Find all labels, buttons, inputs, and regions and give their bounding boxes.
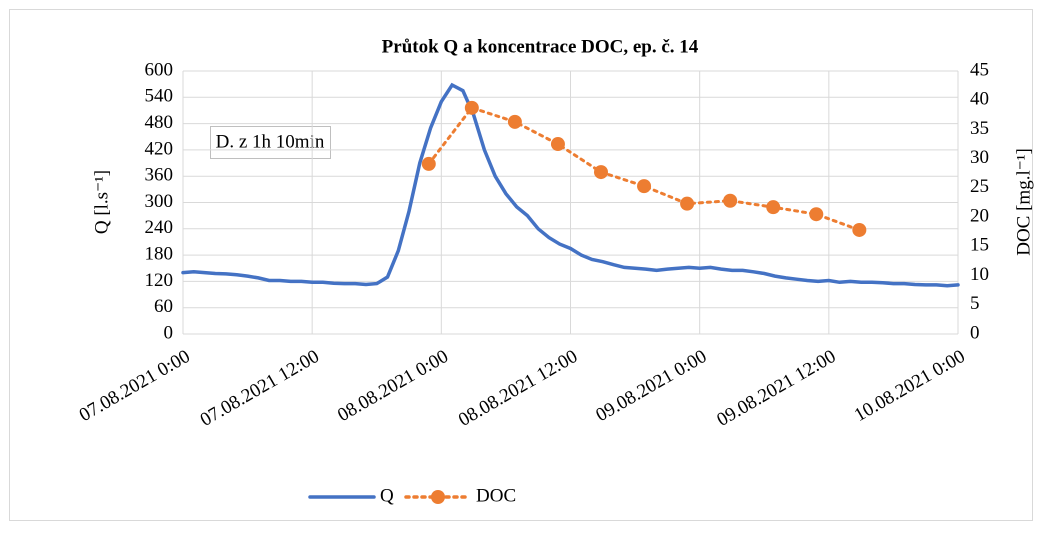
y2-tick-label: 15 [970, 235, 989, 256]
y-tick-label: 0 [164, 322, 174, 343]
y-axis-label: Q [l.s⁻¹] [91, 170, 112, 234]
legend-marker [431, 490, 445, 504]
data-point [421, 156, 436, 171]
y2-tick-label: 40 [970, 89, 989, 110]
y-tick-label: 360 [145, 165, 174, 186]
series-line [427, 106, 861, 232]
y2-tick-label: 30 [970, 147, 989, 168]
y2-tick-label: 10 [970, 264, 989, 285]
y2-axis-label: DOC [mg.l⁻¹] [1013, 148, 1034, 256]
y-tick-label: 120 [145, 270, 174, 291]
y-tick-label: 240 [145, 217, 174, 238]
data-point [809, 207, 824, 222]
annotation: D. z 1h 10min [216, 131, 325, 152]
y2-tick-label: 35 [970, 118, 989, 139]
y2-tick-label: 0 [970, 322, 980, 343]
y-tick-label: 480 [145, 112, 174, 133]
legend-label: Q [380, 485, 394, 506]
data-point [766, 200, 781, 215]
series-line [181, 82, 960, 288]
annotation-box [210, 126, 331, 159]
chart-title: Průtok Q a koncentrace DOC, ep. č. 14 [382, 36, 699, 57]
y-tick-label: 60 [154, 296, 173, 317]
legend-label: DOC [476, 485, 516, 506]
y2-tick-label: 45 [970, 59, 989, 80]
data-point [852, 222, 867, 237]
data-point [593, 165, 608, 180]
y-tick-label: 300 [145, 191, 174, 212]
y-tick-label: 600 [145, 59, 174, 80]
data-point [507, 114, 522, 129]
data-point [637, 179, 652, 194]
data-point [680, 196, 695, 211]
y-tick-label: 540 [145, 86, 174, 107]
y2-tick-label: 5 [970, 293, 980, 314]
y-tick-label: 180 [145, 243, 174, 264]
y2-tick-label: 25 [970, 176, 989, 197]
chart-border [9, 9, 1033, 521]
data-point [550, 137, 565, 152]
y2-tick-label: 20 [970, 205, 989, 226]
data-point [723, 193, 738, 208]
y-tick-label: 420 [145, 138, 174, 159]
data-point [464, 100, 479, 115]
